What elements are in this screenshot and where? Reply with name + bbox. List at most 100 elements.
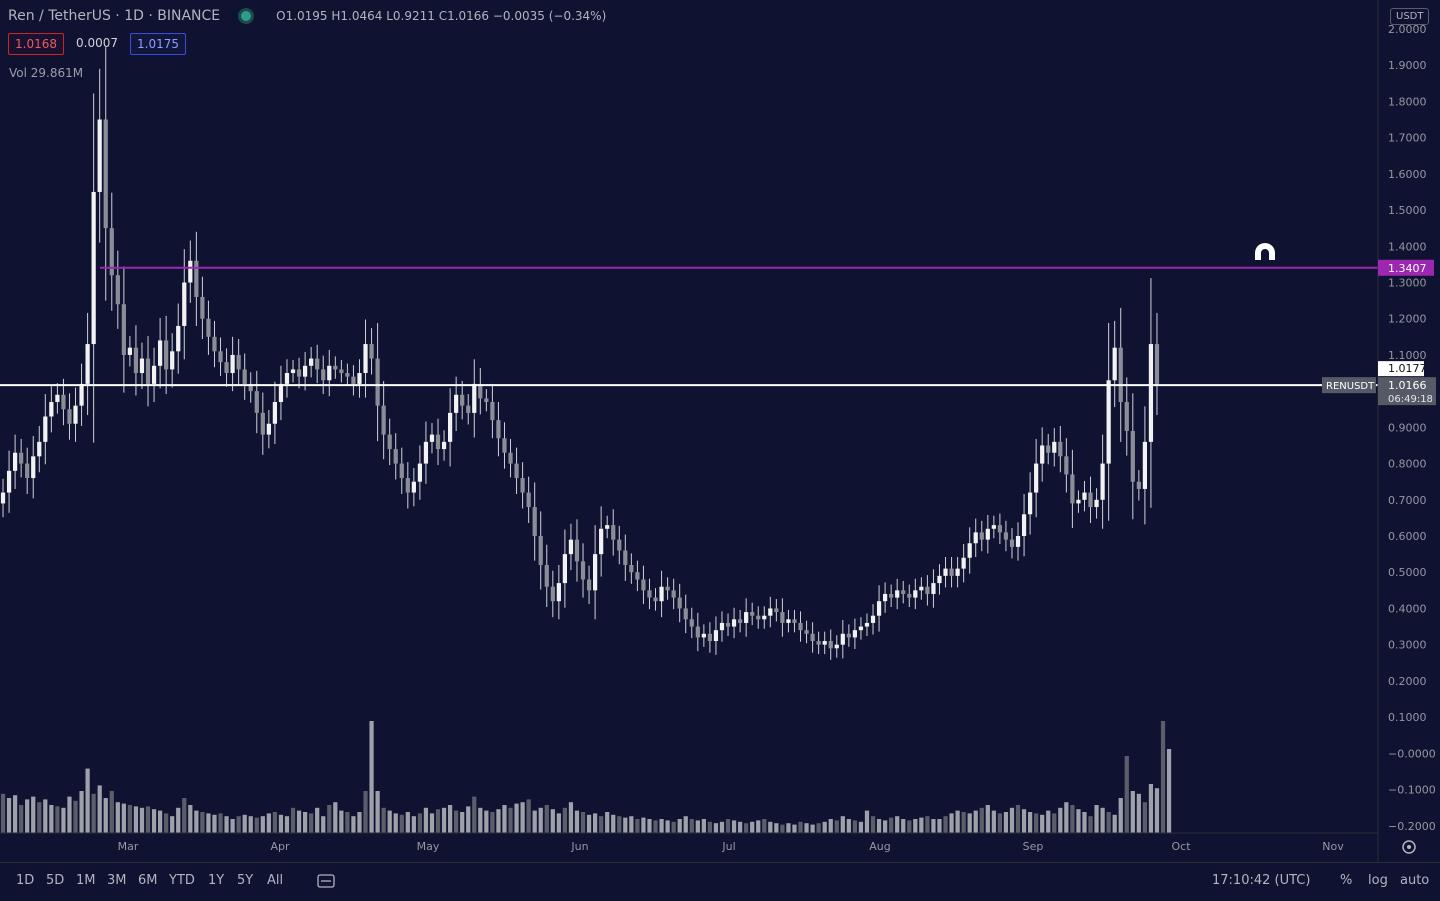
volume-bar xyxy=(224,816,229,833)
candle-body xyxy=(399,463,404,479)
candle-body xyxy=(701,633,706,638)
volume-bar xyxy=(435,809,441,833)
candle-body xyxy=(284,373,290,384)
currency-badge[interactable]: USDT xyxy=(1390,8,1430,25)
candle-body xyxy=(635,572,640,580)
candle-body xyxy=(194,260,199,297)
volume-bar xyxy=(200,812,205,833)
volume-bar xyxy=(514,803,519,833)
volume-bar xyxy=(556,813,561,833)
volume-bar xyxy=(623,817,628,833)
volume-bar xyxy=(991,810,996,833)
log-scale-toggle[interactable]: log xyxy=(1368,873,1388,888)
candle-body xyxy=(882,593,888,602)
candle-body xyxy=(858,626,864,631)
candle-body xyxy=(170,351,175,370)
price-axis-bg[interactable] xyxy=(1378,0,1440,862)
timeframe-3m[interactable]: 3M xyxy=(107,873,127,888)
bid-price[interactable]: 1.0168 xyxy=(8,33,64,55)
candle-body xyxy=(236,354,241,370)
candle-body xyxy=(176,325,181,352)
volume-bar xyxy=(840,816,845,833)
candle-body xyxy=(599,528,604,555)
percent-scale-toggle[interactable]: % xyxy=(1340,873,1353,888)
date-range-icon[interactable] xyxy=(317,873,335,889)
volume-bar xyxy=(248,816,253,833)
volume-bar xyxy=(61,807,66,833)
volume-bar xyxy=(351,816,356,833)
volume-bar xyxy=(447,805,453,833)
candle-body xyxy=(1027,492,1033,515)
x-tick-label: May xyxy=(417,840,440,853)
candle-body xyxy=(351,376,356,384)
candle-body xyxy=(677,597,682,609)
auto-scale-toggle[interactable]: auto xyxy=(1400,873,1430,888)
candle-body xyxy=(91,191,96,345)
candle-body xyxy=(1046,445,1051,453)
timeframe-ytd[interactable]: YTD xyxy=(169,873,195,888)
volume-bar xyxy=(870,816,876,833)
horizontal-lines[interactable] xyxy=(0,266,1378,387)
timeframe-all[interactable]: All xyxy=(267,873,284,888)
candlesticks xyxy=(0,47,1160,660)
utc-clock[interactable]: 17:10:42 (UTC) xyxy=(1212,873,1311,888)
candle-body xyxy=(1118,347,1123,403)
timeframe-5d[interactable]: 5D xyxy=(46,873,65,888)
volume-bar xyxy=(1070,805,1075,833)
candle-body xyxy=(562,554,568,584)
timeframe-6m[interactable]: 6M xyxy=(138,873,158,888)
volume-bar xyxy=(1100,807,1105,833)
candle-body xyxy=(804,630,809,634)
volume-bar xyxy=(145,806,151,833)
magnet-icon[interactable] xyxy=(1255,243,1275,264)
volume-bar xyxy=(973,810,978,833)
volume-bar xyxy=(919,817,924,833)
volume-bar xyxy=(925,816,930,833)
timeframe-1y[interactable]: 1Y xyxy=(208,873,225,888)
candle-body xyxy=(611,525,616,540)
candle-body xyxy=(774,608,779,613)
timeframe-5y[interactable]: 5Y xyxy=(237,873,254,888)
candle-body xyxy=(1064,456,1069,475)
candle-body xyxy=(73,405,78,424)
ask-price[interactable]: 1.0175 xyxy=(130,33,186,55)
volume-bar xyxy=(1166,749,1172,833)
volume-bar xyxy=(804,823,809,833)
volume-bar xyxy=(333,802,338,833)
volume-bar xyxy=(967,813,972,833)
x-tick-label: Jul xyxy=(721,840,735,853)
candle-body xyxy=(991,525,996,529)
volume-bar xyxy=(737,821,743,833)
candle-body xyxy=(556,583,561,602)
volume-bar xyxy=(744,823,749,833)
timeframe-1m[interactable]: 1M xyxy=(76,873,96,888)
candle-body xyxy=(200,296,205,319)
volume-bar xyxy=(278,814,284,833)
volume-bar xyxy=(327,805,332,833)
candle-body xyxy=(254,391,259,413)
volume-bar xyxy=(1058,807,1063,833)
volume-bar xyxy=(103,798,108,833)
volume-bar xyxy=(454,810,459,833)
volume-bar xyxy=(302,812,308,833)
timeframe-1d[interactable]: 1D xyxy=(16,873,35,888)
symbol-title[interactable]: Ren / TetherUS · 1D · BINANCE xyxy=(8,8,221,24)
volume-bar xyxy=(1040,814,1045,833)
volume-bar xyxy=(719,821,725,833)
volume-bar xyxy=(212,814,217,833)
candle-body xyxy=(327,365,332,381)
candle-body xyxy=(417,463,423,482)
candle-body xyxy=(925,586,930,594)
settings-gear-icon[interactable] xyxy=(1402,840,1416,854)
candle-body xyxy=(447,412,453,442)
candle-body xyxy=(188,260,193,283)
candle-body xyxy=(1088,492,1093,508)
candle-body xyxy=(1040,445,1045,464)
candle-body xyxy=(568,539,574,555)
volume-bar xyxy=(85,768,90,833)
volume-bar xyxy=(369,721,374,833)
candle-body xyxy=(6,470,12,493)
volume-bar xyxy=(780,824,785,833)
candle-body xyxy=(889,593,894,598)
